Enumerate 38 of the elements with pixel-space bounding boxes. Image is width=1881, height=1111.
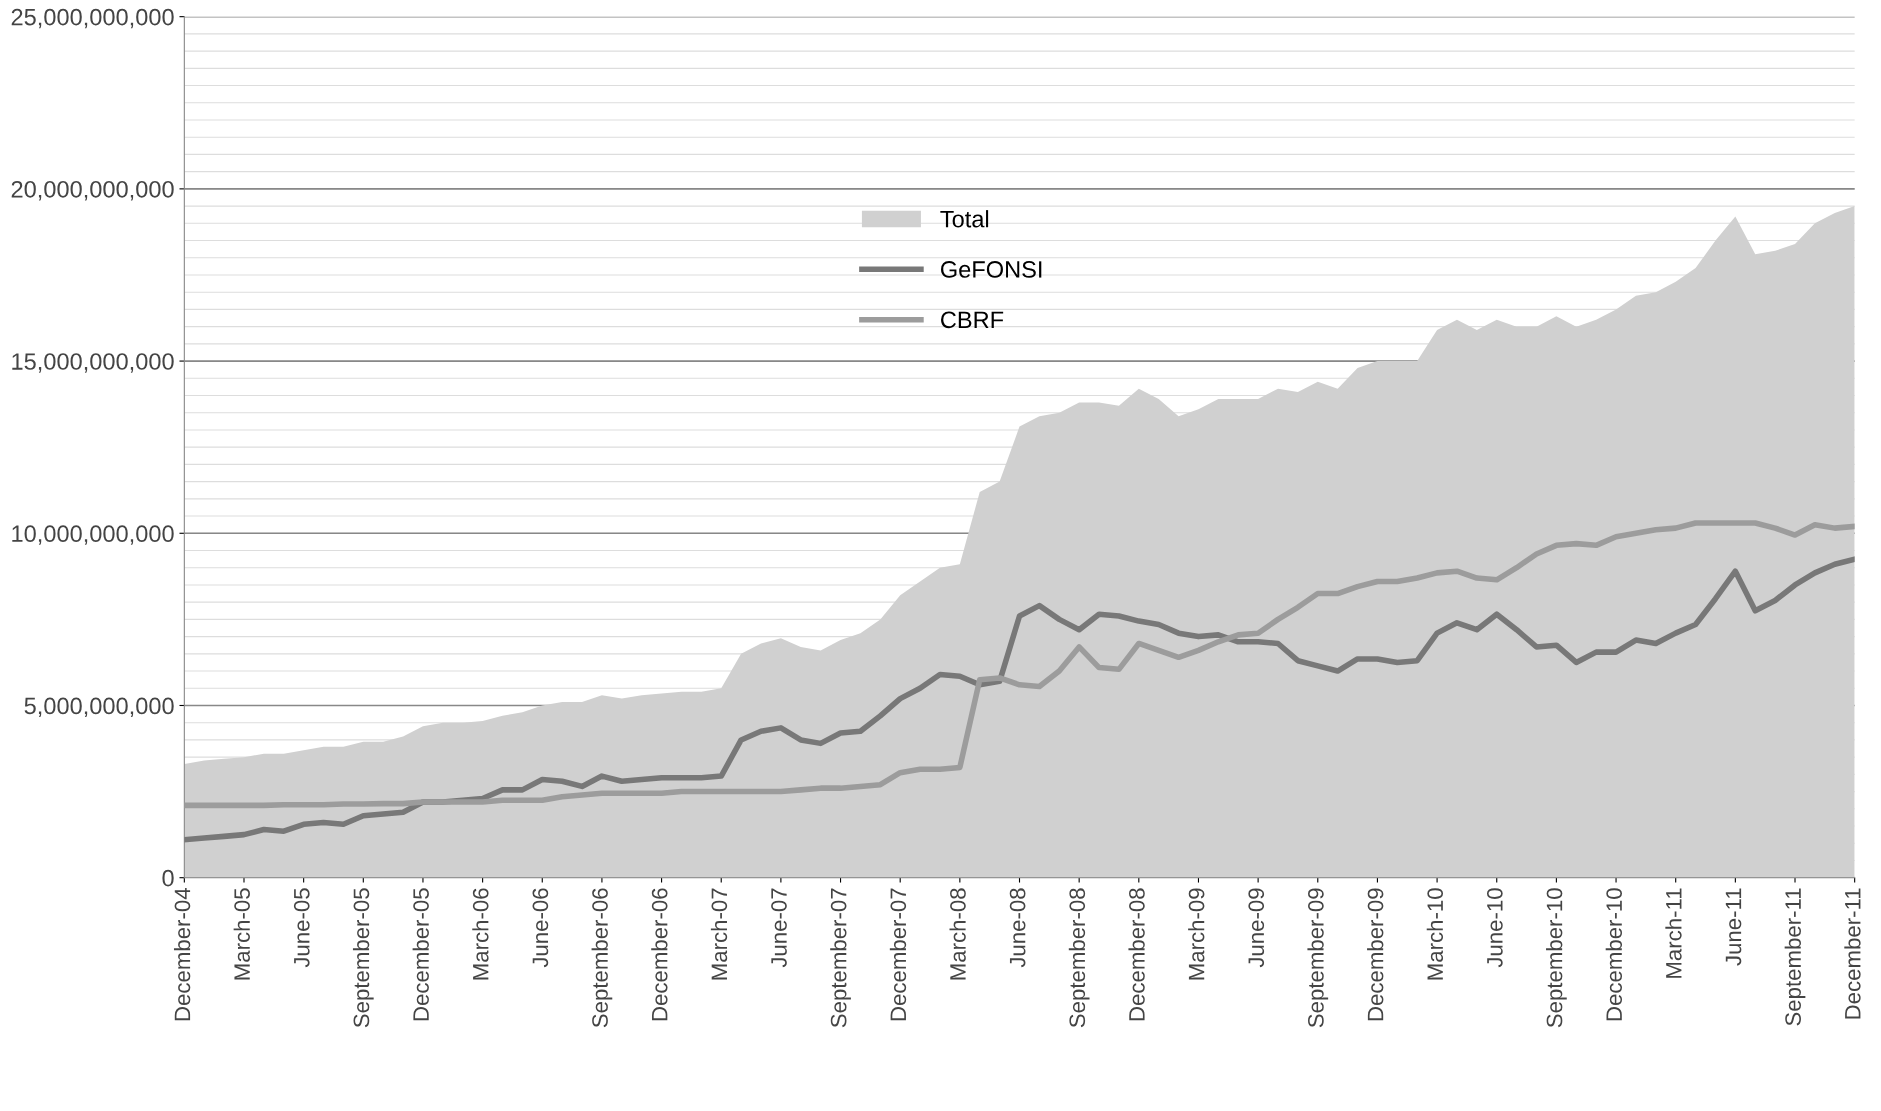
x-tick-label: December-06 xyxy=(651,888,668,1021)
x-tick-label: December-05 xyxy=(412,888,429,1021)
x-tick-label: September-07 xyxy=(830,888,851,1028)
x-tick-label: June-08 xyxy=(1009,888,1026,968)
x-tick-label: September-11 xyxy=(1784,888,1806,1026)
x-tick-label: June-05 xyxy=(293,888,310,968)
x-tick-label: June-09 xyxy=(1248,888,1265,968)
x-tick-label: March-07 xyxy=(710,888,728,980)
x-tick-label: September-06 xyxy=(591,888,613,1028)
x-tick-label: March-05 xyxy=(233,888,250,980)
x-tick-label: March-06 xyxy=(472,888,489,980)
x-tick-label: March-08 xyxy=(949,888,966,980)
legend-label: Total xyxy=(940,210,989,228)
legend-label: CBRF xyxy=(941,311,1004,329)
x-tick-label: March-10 xyxy=(1426,888,1444,980)
x-tick-label: June-11 xyxy=(1725,888,1742,966)
x-tick-label: September-08 xyxy=(1068,888,1090,1028)
legend-label: GeFONSI xyxy=(941,261,1042,278)
x-tick-label: March-09 xyxy=(1188,888,1205,980)
x-tick-label: December-09 xyxy=(1367,888,1384,1021)
x-tick-label: December-11 xyxy=(1844,888,1861,1019)
x-tick-label: March-11 xyxy=(1665,888,1682,978)
x-tick-label: December-04 xyxy=(173,888,191,1021)
y-tick-label: 10,000,000,000 xyxy=(12,525,174,545)
x-tick-label: September-09 xyxy=(1307,888,1329,1028)
y-tick-label: 0 xyxy=(162,869,174,887)
x-tick-label: September-10 xyxy=(1546,888,1567,1028)
x-tick-label: June-10 xyxy=(1486,888,1503,968)
x-tick-label: June-06 xyxy=(532,888,549,968)
y-tick-label: 20,000,000,000 xyxy=(11,180,174,201)
x-tick-label: December-08 xyxy=(1128,888,1145,1021)
y-tick-label: 15,000,000,000 xyxy=(12,353,174,373)
x-tick-label: December-10 xyxy=(1605,888,1623,1021)
x-tick-label: June-07 xyxy=(771,888,787,968)
x-tick-label: September-05 xyxy=(352,888,374,1028)
y-tick-label: 25,000,000,000 xyxy=(11,8,174,29)
x-tick-label: December-07 xyxy=(889,888,907,1021)
y-tick-label: 5,000,000,000 xyxy=(24,697,174,718)
